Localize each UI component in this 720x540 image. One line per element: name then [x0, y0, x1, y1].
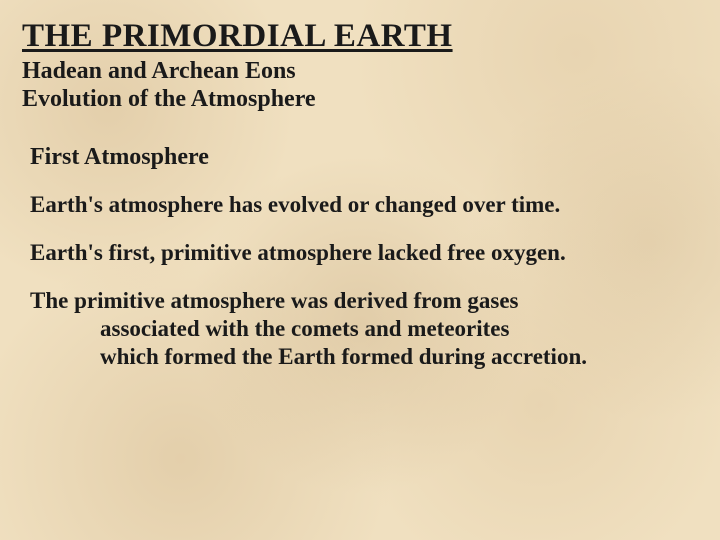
subtitle-line-2: Evolution of the Atmosphere [22, 85, 698, 113]
paragraph-2: Earth's first, primitive atmosphere lack… [30, 239, 698, 267]
section-heading: First Atmosphere [30, 144, 698, 171]
page-title: THE PRIMORDIAL EARTH [22, 18, 698, 55]
paragraph-3-line-3: which formed the Earth formed during acc… [100, 343, 698, 371]
paragraph-3: The primitive atmosphere was derived fro… [30, 287, 698, 371]
paragraph-3-line-2: associated with the comets and meteorite… [100, 315, 698, 343]
paragraph-3-line-1: The primitive atmosphere was derived fro… [30, 287, 698, 315]
subtitle-block: Hadean and Archean Eons Evolution of the… [22, 57, 698, 114]
subtitle-line-1: Hadean and Archean Eons [22, 57, 698, 85]
paragraph-1: Earth's atmosphere has evolved or change… [30, 191, 698, 219]
